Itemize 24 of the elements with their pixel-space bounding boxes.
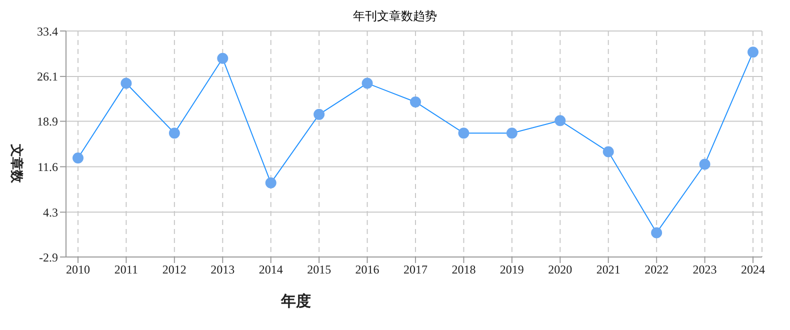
y-axis-title: 文章数 xyxy=(9,143,24,184)
x-tick-label: 2014 xyxy=(258,262,283,277)
x-tick-label: 2022 xyxy=(644,262,669,277)
x-tick-label: 2024 xyxy=(741,262,765,277)
x-tick-label: 2012 xyxy=(162,262,186,277)
y-tick-label: 18.9 xyxy=(37,114,58,129)
x-tick-label: 2021 xyxy=(596,262,620,277)
x-tick-label: 2019 xyxy=(500,262,524,277)
x-tick-label: 2015 xyxy=(307,262,332,277)
x-axis-title: 年度 xyxy=(280,292,311,310)
x-tick-label: 2023 xyxy=(692,262,717,277)
y-tick-label: 26.1 xyxy=(37,70,58,84)
x-tick-label: 2017 xyxy=(404,262,428,277)
y-tick-label: 11.6 xyxy=(37,160,58,174)
x-tick-label: 2016 xyxy=(355,262,380,277)
x-tick-label: 2020 xyxy=(548,262,572,277)
y-tick-label: 4.3 xyxy=(43,205,58,220)
y-tick-label: -2.9 xyxy=(39,250,58,264)
x-tick-label: 2018 xyxy=(452,262,476,277)
x-tick-label: 2010 xyxy=(66,262,90,277)
y-tick-label: 33.4 xyxy=(37,24,58,38)
x-tick-label: 2013 xyxy=(210,262,235,277)
x-tick-label: 2011 xyxy=(114,262,138,277)
chart-title: 年刊文章数趋势 xyxy=(352,8,438,24)
